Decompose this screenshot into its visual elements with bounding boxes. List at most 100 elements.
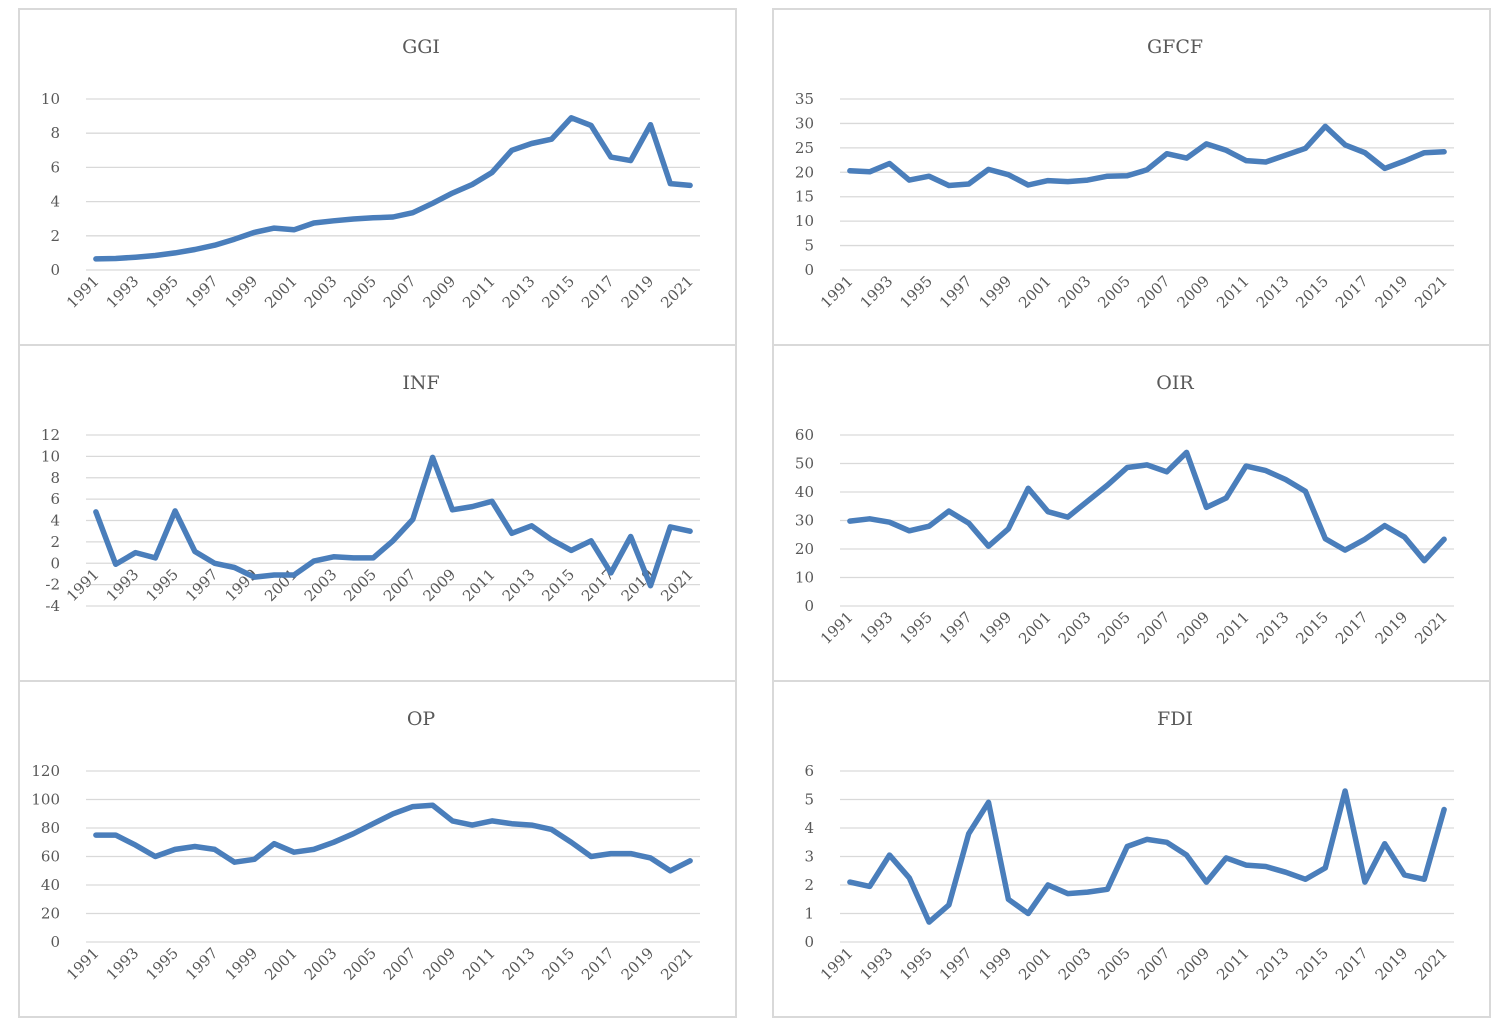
x-tick-label: 2001 (261, 944, 301, 984)
chart-panel-oir: OIR 0 10 20 30 40 50 60 1991 1993 1995 1997 1999 2001… (772, 344, 1491, 682)
x-tick-label: 2005 (340, 944, 380, 984)
x-tick-label: 2015 (538, 272, 578, 312)
x-tick-label: 2003 (1055, 272, 1095, 312)
y-tick-label: 60 (41, 848, 60, 866)
y-tick-label: 4 (804, 819, 814, 837)
x-tick-label: 2021 (657, 272, 697, 312)
y-tick-label: 120 (31, 762, 60, 780)
x-tick-label: 2001 (261, 272, 301, 312)
x-tick-label: 2001 (1015, 272, 1055, 312)
x-tick-label: 2015 (1292, 944, 1332, 984)
x-tick-label: 2019 (1372, 944, 1412, 984)
x-tick-label: 1991 (817, 944, 857, 984)
x-tick-label: 2021 (1411, 944, 1451, 984)
y-tick-label: 0 (804, 933, 814, 951)
y-tick-label: 40 (795, 483, 814, 501)
y-tick-label: 10 (795, 212, 814, 230)
y-tick-label: 1 (804, 905, 814, 923)
x-tick-label: 1993 (103, 944, 143, 984)
x-tick-label: 1995 (142, 944, 182, 984)
x-tick-label: 1999 (975, 944, 1015, 984)
x-tick-label: 1993 (857, 944, 897, 984)
y-tick-label: 15 (795, 188, 814, 206)
x-tick-label: 2015 (538, 944, 578, 984)
x-tick-label: 2009 (420, 272, 460, 312)
x-tick-label: 2021 (1411, 608, 1451, 648)
x-tick-label: 2003 (1055, 608, 1095, 648)
y-tick-label: 4 (50, 193, 60, 211)
y-tick-label: 10 (41, 90, 60, 108)
chart-panel-gfcf: GFCF 0 5 10 15 20 25 30 35 1991 1993 1995 1997 1999 20… (772, 8, 1491, 346)
chart-panel-fdi: FDI 0 1 2 3 4 5 6 1991 1993 1995 1997 1999 2001 2003 20… (772, 680, 1491, 1018)
x-tick-label: 2009 (1174, 272, 1214, 312)
x-tick-label: 1993 (857, 608, 897, 648)
x-tick-label: 1995 (896, 608, 936, 648)
y-tick-label: 20 (795, 540, 814, 558)
x-tick-label: 2001 (1015, 608, 1055, 648)
x-tick-label: 2011 (459, 944, 499, 984)
x-tick-label: 1991 (817, 272, 857, 312)
y-tick-label: 6 (50, 158, 60, 176)
series-line (847, 449, 1447, 564)
chart-title: GFCF (1147, 36, 1203, 58)
x-tick-label: 2019 (1372, 608, 1412, 648)
y-tick-label: 25 (795, 139, 814, 157)
y-tick-label: 2 (804, 876, 814, 894)
x-tick-label: 2013 (499, 272, 539, 312)
x-tick-label: 2017 (1332, 944, 1372, 984)
y-tick-label: 30 (795, 512, 814, 530)
x-tick-label: 1993 (857, 272, 897, 312)
chart-panel-op: OP 0 20 40 60 80 100 120 1991 1993 1995 1997 1999 200… (18, 680, 737, 1018)
x-tick-label: 2009 (420, 944, 460, 984)
x-tick-label: 2009 (1174, 944, 1214, 984)
x-tick-label: 2003 (301, 272, 341, 312)
x-tick-label: 1993 (103, 272, 143, 312)
y-tick-label: 10 (41, 447, 60, 465)
y-tick-label: 10 (795, 569, 814, 587)
x-tick-label: 2009 (1174, 608, 1214, 648)
y-tick-label: 5 (804, 791, 814, 809)
x-tick-label: 2013 (499, 944, 539, 984)
x-tick-label: 1999 (975, 608, 1015, 648)
series-line (847, 123, 1447, 189)
series-line (93, 802, 693, 874)
x-tick-label: 1995 (896, 272, 936, 312)
y-tick-label: -4 (45, 597, 60, 615)
x-tick-label: 2019 (618, 272, 658, 312)
y-tick-label: 35 (795, 90, 814, 108)
x-tick-label: 2019 (618, 944, 658, 984)
y-tick-label: 20 (41, 905, 60, 923)
y-tick-label: 0 (50, 933, 60, 951)
x-tick-label: 2005 (340, 272, 380, 312)
y-tick-label: 6 (50, 490, 60, 508)
x-tick-label: 2019 (1372, 272, 1412, 312)
x-tick-label: 2017 (578, 272, 618, 312)
y-tick-label: 0 (50, 261, 60, 279)
x-tick-label: 2001 (1015, 944, 1055, 984)
y-tick-label: 30 (795, 114, 814, 132)
x-tick-label: 2007 (380, 944, 420, 984)
y-tick-label: 0 (50, 554, 60, 572)
y-tick-label: 100 (31, 791, 60, 809)
y-tick-label: 60 (795, 426, 814, 444)
chart-title: OP (407, 708, 436, 730)
chart-title: INF (402, 372, 439, 394)
x-tick-label: 2005 (1094, 272, 1134, 312)
x-tick-label: 2011 (1213, 272, 1253, 312)
x-tick-label: 2017 (1332, 608, 1372, 648)
chart-panel-inf: INF -4 -2 0 2 4 6 8 10 12 1991 1993 1995 1997 1999 2001… (18, 344, 737, 682)
x-tick-label: 2011 (1213, 608, 1253, 648)
x-tick-label: 1999 (221, 272, 261, 312)
y-tick-label: -2 (45, 576, 60, 594)
chart-panel-ggi: GGI 0 2 4 6 8 10 1991 1993 1995 1997 1999 2001 2003 20… (18, 8, 737, 346)
x-tick-label: 2007 (1134, 608, 1174, 648)
series-line (93, 115, 693, 262)
x-tick-label: 2007 (380, 272, 420, 312)
y-tick-label: 5 (804, 237, 814, 255)
chart-title: GGI (402, 36, 440, 58)
x-tick-label: 2013 (1253, 272, 1293, 312)
